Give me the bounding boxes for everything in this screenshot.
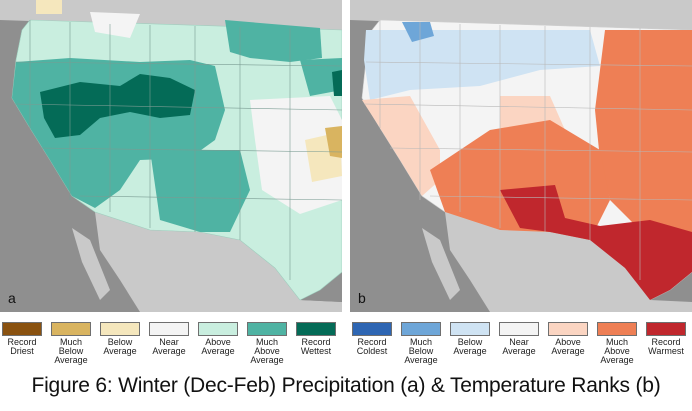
record-wettest-east bbox=[332, 70, 342, 96]
much-below-region bbox=[325, 126, 342, 158]
precipitation-map-panel: a bbox=[0, 0, 342, 312]
legend-item-record-driest: Record Driest bbox=[0, 322, 44, 356]
legend-label: Record Wettest bbox=[300, 337, 332, 356]
legend-item-above: Above Average bbox=[196, 322, 240, 356]
legend-item-near: Near Average bbox=[497, 322, 541, 356]
legend-item-much-below: Much Below Average bbox=[49, 322, 93, 365]
mexico-land bbox=[445, 212, 692, 312]
mexico-land bbox=[95, 212, 342, 312]
legend-item-much-above: Much Above Average bbox=[595, 322, 639, 365]
record-warmest-region bbox=[500, 185, 692, 300]
precipitation-legend: Record Driest Much Below Average Below A… bbox=[0, 322, 342, 366]
panel-letter-a: a bbox=[8, 290, 16, 306]
panel-letter-b: b bbox=[358, 290, 366, 306]
legend-swatch bbox=[296, 322, 336, 336]
state-borders bbox=[363, 20, 692, 280]
legend-label: Record Warmest bbox=[648, 337, 684, 356]
below-average-region bbox=[364, 30, 600, 100]
legend-label: Above Average bbox=[551, 337, 585, 356]
much-below-region bbox=[402, 22, 434, 42]
legend-swatch bbox=[401, 322, 441, 336]
legend-item-record-wettest: Record Wettest bbox=[294, 322, 338, 356]
temperature-map-panel: b bbox=[350, 0, 692, 312]
legend-item-much-above: Much Above Average bbox=[245, 322, 289, 365]
legend-swatch bbox=[2, 322, 42, 336]
baja-land bbox=[72, 228, 110, 300]
legend-swatch bbox=[198, 322, 238, 336]
legend-label: Much Below Average bbox=[404, 337, 438, 365]
legend-swatch bbox=[450, 322, 490, 336]
legend-item-record-warmest: Record Warmest bbox=[644, 322, 688, 356]
east-much-above bbox=[300, 58, 342, 96]
legend-label: Much Above Average bbox=[250, 337, 284, 365]
temperature-legend: Record Coldest Much Below Average Below … bbox=[350, 322, 692, 366]
legend-swatch bbox=[51, 322, 91, 336]
legend-swatch bbox=[149, 322, 189, 336]
legend-swatch bbox=[646, 322, 686, 336]
temperature-map bbox=[350, 0, 692, 312]
legend-item-near: Near Average bbox=[147, 322, 191, 356]
north-much-above bbox=[225, 20, 322, 62]
legend-label: Record Coldest bbox=[356, 337, 388, 356]
legend-label: Below Average bbox=[103, 337, 137, 356]
near-average-region bbox=[250, 96, 342, 214]
legend-item-record-coldest: Record Coldest bbox=[350, 322, 394, 356]
legend-item-much-below: Much Below Average bbox=[399, 322, 443, 365]
legend-label: Record Driest bbox=[7, 337, 37, 356]
legend-item-below: Below Average bbox=[98, 322, 142, 356]
legend-label: Below Average bbox=[453, 337, 487, 356]
below-average-north bbox=[36, 0, 62, 14]
legend-swatch bbox=[548, 322, 588, 336]
legend-item-below: Below Average bbox=[448, 322, 492, 356]
legend-label: Near Average bbox=[502, 337, 536, 356]
gulf bbox=[300, 282, 342, 302]
much-above-east bbox=[595, 30, 692, 272]
state-borders bbox=[13, 20, 342, 280]
figure-caption: Figure 6: Winter (Dec-Feb) Precipitation… bbox=[31, 374, 661, 397]
legend-swatch bbox=[247, 322, 287, 336]
above-average-west bbox=[362, 96, 440, 196]
legend-label: Much Above Average bbox=[600, 337, 634, 365]
legend-item-above: Above Average bbox=[546, 322, 590, 356]
legend-label: Above Average bbox=[201, 337, 235, 356]
near-average-north bbox=[90, 12, 140, 38]
south-much-above bbox=[150, 150, 250, 232]
baja-land bbox=[422, 228, 460, 300]
legend-swatch bbox=[597, 322, 637, 336]
legend-swatch bbox=[352, 322, 392, 336]
legend-swatch bbox=[100, 322, 140, 336]
legend-label: Near Average bbox=[152, 337, 186, 356]
much-above-south bbox=[430, 120, 610, 240]
legend-label: Much Below Average bbox=[54, 337, 88, 365]
precipitation-map bbox=[0, 0, 342, 312]
legend-swatch bbox=[499, 322, 539, 336]
